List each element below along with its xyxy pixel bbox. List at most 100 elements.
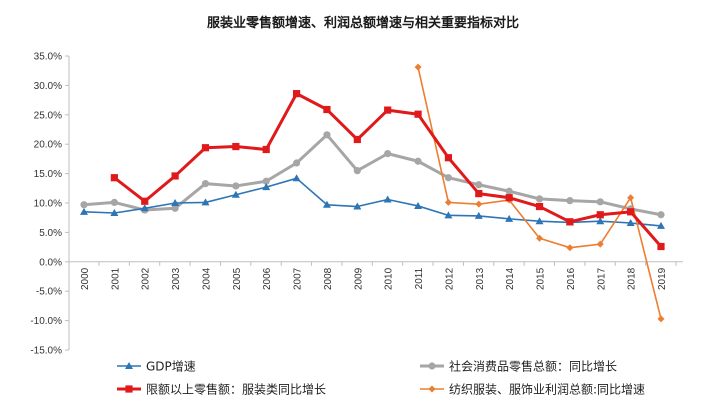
data-point-square: [292, 90, 301, 98]
y-tick-label: 0.0%: [39, 257, 62, 268]
data-point-circle: [596, 198, 604, 206]
data-point-triangle: [505, 214, 514, 222]
data-point-diamond: [657, 315, 665, 323]
data-point-circle: [262, 177, 270, 185]
data-point-square: [323, 105, 331, 114]
data-point-triangle: [535, 217, 544, 225]
data-point-circle: [110, 198, 118, 207]
data-point-square: [141, 197, 149, 205]
data-point-square: [475, 189, 483, 198]
x-tick-label: 2011: [414, 267, 425, 289]
data-point-circle: [292, 159, 301, 167]
x-tick-label: 2013: [475, 267, 486, 290]
data-point-triangle: [80, 207, 88, 215]
data-point-circle: [171, 204, 179, 212]
x-tick-label: 2000: [80, 267, 91, 290]
data-point-circle: [475, 181, 483, 189]
x-tick-label: 2001: [110, 267, 121, 290]
data-point-triangle: [657, 221, 665, 229]
data-point-circle: [444, 174, 453, 182]
data-point-triangle: [231, 190, 240, 198]
chart-title: 服装业零售额增速、利润总额增速与相关重要指标对比: [206, 16, 519, 31]
data-point-triangle: [110, 208, 119, 216]
data-point-square: [414, 110, 422, 118]
data-point-triangle: [262, 183, 271, 191]
x-tick-label: 2017: [596, 267, 607, 290]
data-point-triangle: [444, 211, 453, 219]
legend-swatch-marker: [125, 385, 133, 393]
data-point-diamond: [596, 240, 604, 248]
data-point-circle: [414, 157, 422, 165]
data-point-circle: [232, 182, 240, 190]
x-tick-label: 2002: [141, 267, 152, 290]
data-point-triangle: [353, 202, 362, 210]
data-point-square: [444, 154, 453, 162]
data-point-circle: [384, 150, 392, 158]
data-point-diamond: [627, 194, 635, 202]
data-point-triangle: [626, 218, 635, 226]
data-point-circle: [80, 201, 88, 209]
data-point-triangle: [140, 204, 149, 212]
x-tick-label: 2008: [323, 267, 334, 290]
data-point-square: [171, 172, 179, 180]
y-tick-label: 15.0%: [34, 169, 62, 180]
y-tick-label: 25.0%: [34, 110, 62, 121]
data-point-triangle: [292, 174, 301, 182]
y-tick-label: 30.0%: [34, 81, 62, 92]
legend-label: 社会消费品零售总额：同比增长: [449, 359, 617, 374]
data-point-square: [627, 208, 635, 216]
x-tick-label: 2005: [232, 267, 243, 290]
data-point-triangle: [201, 198, 210, 206]
x-tick-label: 2019: [657, 267, 668, 290]
y-tick-label: 5.0%: [39, 228, 62, 239]
x-tick-label: 2009: [353, 267, 364, 290]
x-tick-label: 2018: [627, 267, 638, 290]
data-point-square: [657, 242, 665, 251]
y-tick-label: 20.0%: [34, 140, 62, 151]
data-point-diamond: [475, 200, 483, 208]
data-point-square: [232, 142, 240, 151]
data-point-circle: [201, 179, 210, 188]
series-line-triangle: [83, 177, 662, 227]
legend-swatch-marker: [428, 362, 436, 370]
data-point-triangle: [171, 199, 180, 206]
data-point-triangle: [322, 200, 331, 208]
data-point-circle: [505, 187, 513, 195]
x-tick-label: 2014: [505, 267, 516, 290]
y-tick-label: 10.0%: [34, 199, 62, 210]
data-point-circle: [566, 197, 574, 205]
legend-label: 限额以上零售额：服装类同比增长: [146, 382, 326, 397]
x-tick-label: 2007: [293, 267, 304, 290]
data-point-square: [596, 211, 604, 219]
data-point-square: [535, 202, 544, 211]
x-tick-label: 2004: [201, 267, 212, 290]
data-point-diamond: [566, 244, 574, 252]
data-point-circle: [657, 211, 665, 219]
data-point-circle: [323, 131, 331, 139]
series-line-circle: [83, 133, 662, 217]
legend-swatch-marker: [428, 385, 436, 393]
y-tick-label: 35.0%: [34, 52, 62, 63]
x-tick-label: 2012: [444, 267, 455, 290]
legend-label: 纺织服装、服饰业利润总额:同比增速: [449, 383, 645, 397]
data-point-diamond: [414, 63, 422, 71]
x-tick-label: 2003: [171, 267, 182, 290]
y-tick-label: -10.0%: [30, 316, 62, 327]
data-point-triangle: [414, 201, 423, 209]
y-tick-label: -5.0%: [36, 287, 62, 298]
data-point-square: [262, 145, 270, 154]
x-tick-label: 2010: [384, 267, 395, 290]
legend-label: GDP增速: [146, 360, 196, 374]
data-point-square: [110, 174, 118, 182]
data-point-triangle: [383, 195, 392, 203]
data-point-square: [201, 144, 210, 152]
data-point-square: [566, 218, 574, 226]
data-point-diamond: [536, 234, 544, 242]
data-point-triangle: [474, 211, 483, 219]
series-line-square: [113, 92, 663, 248]
data-point-square: [505, 194, 513, 202]
data-point-diamond: [444, 198, 452, 206]
legend-swatch-marker: [125, 362, 133, 369]
